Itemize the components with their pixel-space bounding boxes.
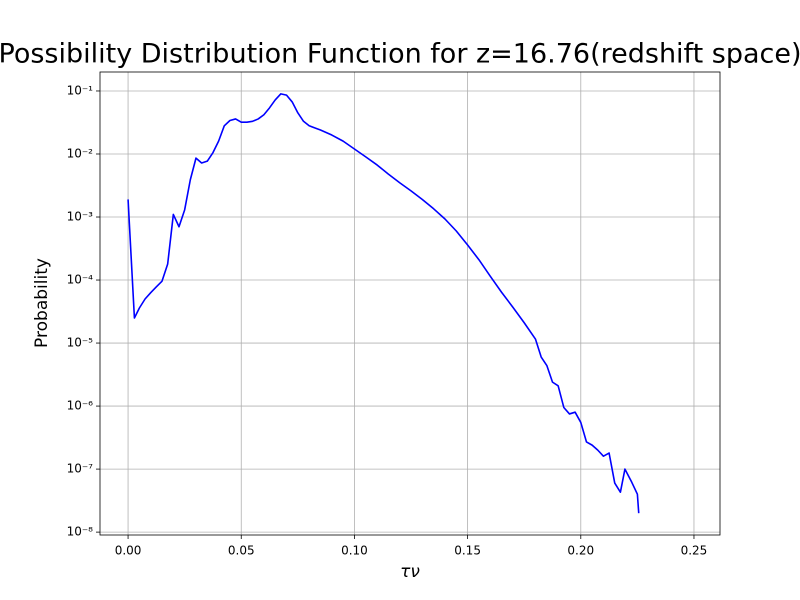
y-tick-label: 10⁻⁸ bbox=[67, 525, 94, 539]
x-tick-label: 0.10 bbox=[341, 544, 368, 558]
x-tick-label: 0.05 bbox=[228, 544, 255, 558]
y-tick-label: 10⁻³ bbox=[67, 210, 94, 224]
y-tick-label: 10⁻⁶ bbox=[67, 399, 94, 413]
y-tick-label: 10⁻¹ bbox=[67, 83, 94, 97]
chart-title: Possibility Distribution Function for z=… bbox=[0, 39, 800, 70]
x-tick-label: 0.25 bbox=[681, 544, 708, 558]
plot-frame bbox=[99, 71, 721, 536]
x-tick-label: 0.20 bbox=[567, 544, 594, 558]
y-tick-label: 10⁻⁴ bbox=[67, 273, 94, 287]
y-axis-label: Probability bbox=[32, 258, 52, 348]
y-tick-label: 10⁻² bbox=[67, 146, 94, 160]
y-tick-label: 10⁻⁵ bbox=[67, 336, 94, 350]
y-tick-label: 10⁻⁷ bbox=[67, 462, 94, 476]
x-tick-label: 0.15 bbox=[454, 544, 481, 558]
data-line bbox=[127, 93, 640, 514]
x-axis-label: τν bbox=[400, 562, 420, 582]
x-tick-label: 0.00 bbox=[115, 544, 142, 558]
